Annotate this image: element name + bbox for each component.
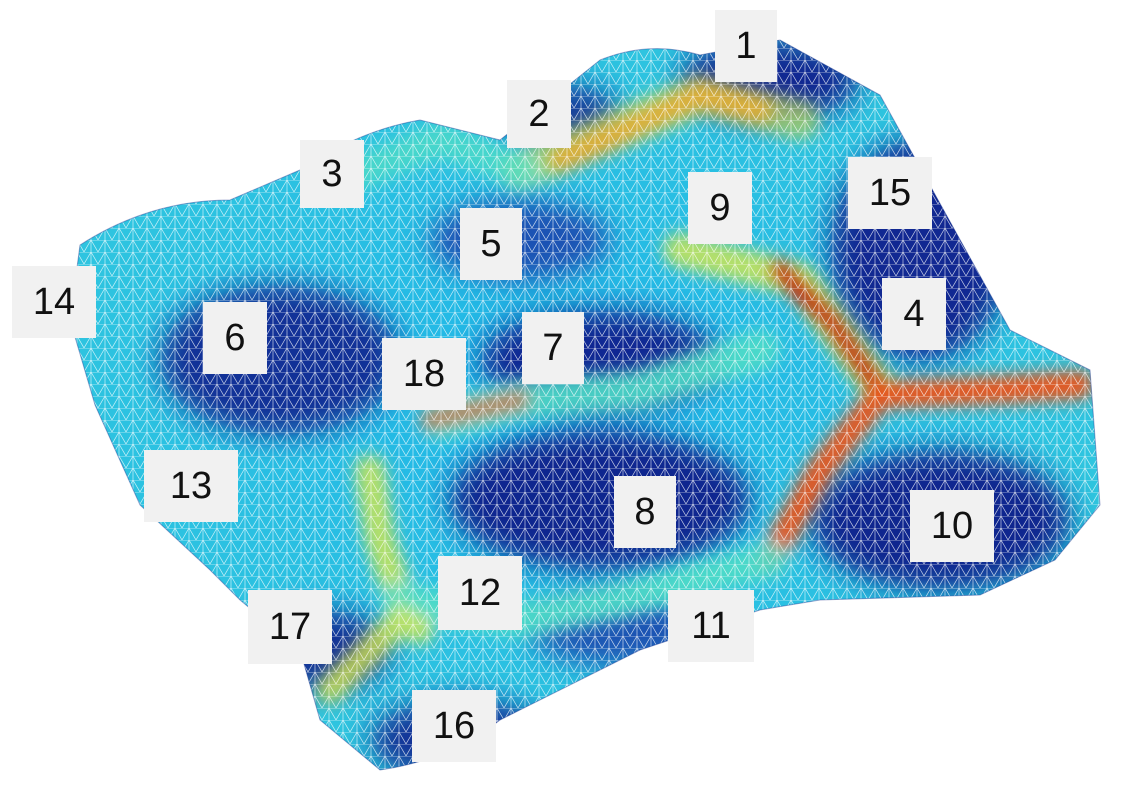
- label-7: 7: [522, 312, 584, 384]
- label-3: 3: [300, 140, 364, 208]
- label-18: 18: [382, 338, 466, 410]
- label-2: 2: [507, 80, 571, 148]
- label-9: 9: [688, 172, 752, 244]
- label-4: 4: [882, 278, 946, 350]
- label-6: 6: [203, 302, 267, 374]
- label-8: 8: [614, 476, 676, 548]
- label-12: 12: [438, 556, 522, 630]
- label-17: 17: [248, 590, 332, 664]
- label-16: 16: [412, 690, 496, 762]
- label-1: 1: [715, 10, 777, 82]
- label-14: 14: [12, 266, 96, 338]
- label-10: 10: [910, 490, 994, 562]
- label-5: 5: [460, 208, 522, 280]
- label-13: 13: [144, 450, 238, 522]
- label-15: 15: [848, 157, 932, 229]
- label-11: 11: [668, 590, 754, 662]
